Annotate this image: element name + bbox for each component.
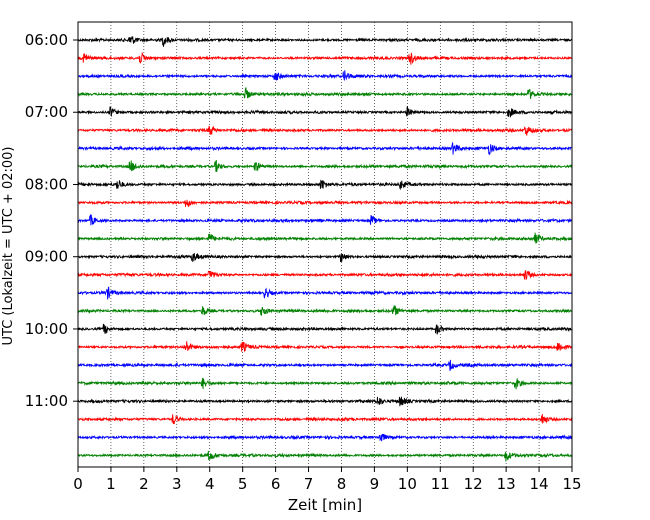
x-tick-label: 2 bbox=[139, 475, 149, 493]
trace-1100 bbox=[77, 396, 573, 407]
trace-0945 bbox=[77, 305, 573, 316]
trace-0830 bbox=[77, 213, 573, 226]
y-axis-label: UTC (Lokalzeit = UTC + 02:00) bbox=[1, 147, 16, 346]
trace-1000 bbox=[77, 323, 573, 335]
y-tick-label: 09:00 bbox=[25, 248, 68, 266]
y-tick-label: 07:00 bbox=[25, 103, 68, 121]
x-tick-label: 1 bbox=[106, 475, 116, 493]
trace-0700 bbox=[77, 106, 573, 118]
x-tick-label: 4 bbox=[205, 475, 215, 493]
x-tick-label: 9 bbox=[370, 475, 380, 493]
x-axis: 0 1 2 3 4 5 6 7 8 9 10 11 12 13 14 15 bbox=[73, 467, 582, 493]
y-tick-label: 06:00 bbox=[25, 31, 68, 49]
trace-0615 bbox=[77, 52, 573, 65]
x-axis-label: Zeit [min] bbox=[288, 496, 362, 514]
y-tick-label: 11:00 bbox=[25, 392, 68, 410]
trace-0715 bbox=[77, 125, 573, 136]
trace-0915 bbox=[77, 269, 573, 280]
x-tick-label: 7 bbox=[304, 475, 314, 493]
trace-0600 bbox=[77, 35, 573, 47]
trace-1030 bbox=[77, 359, 573, 372]
plot-area bbox=[78, 22, 572, 467]
x-tick-label: 8 bbox=[337, 475, 347, 493]
trace-0745 bbox=[77, 160, 573, 172]
trace-group bbox=[77, 35, 573, 462]
trace-1130 bbox=[77, 433, 573, 442]
x-tick-label: 0 bbox=[73, 475, 83, 493]
x-tick-label: 13 bbox=[497, 475, 516, 493]
vertical-grid bbox=[110, 22, 540, 467]
trace-1115 bbox=[77, 414, 573, 425]
x-tick-label: 10 bbox=[398, 475, 417, 493]
trace-0930 bbox=[77, 286, 573, 300]
trace-0800 bbox=[77, 179, 573, 191]
y-tick-label: 10:00 bbox=[25, 320, 68, 338]
trace-0900 bbox=[77, 252, 573, 263]
x-tick-label: 12 bbox=[464, 475, 483, 493]
trace-0645 bbox=[77, 87, 573, 99]
x-tick-label: 3 bbox=[172, 475, 182, 493]
trace-0815 bbox=[77, 199, 573, 208]
trace-0730 bbox=[77, 142, 573, 156]
x-tick-label: 6 bbox=[271, 475, 281, 493]
plot-frame bbox=[77, 21, 573, 468]
trace-0630 bbox=[77, 70, 573, 81]
x-tick-label: 5 bbox=[238, 475, 248, 493]
x-tick-label: 11 bbox=[431, 475, 450, 493]
y-tick-label: 08:00 bbox=[25, 175, 68, 193]
x-tick-label: 14 bbox=[530, 475, 549, 493]
trace-1015 bbox=[77, 341, 573, 352]
trace-1045 bbox=[77, 377, 573, 390]
trace-1145 bbox=[77, 450, 573, 462]
y-axis: 06:00 07:00 08:00 09:00 10:00 11:00 bbox=[25, 31, 78, 410]
x-tick-label: 15 bbox=[562, 475, 581, 493]
trace-0845 bbox=[77, 232, 573, 244]
